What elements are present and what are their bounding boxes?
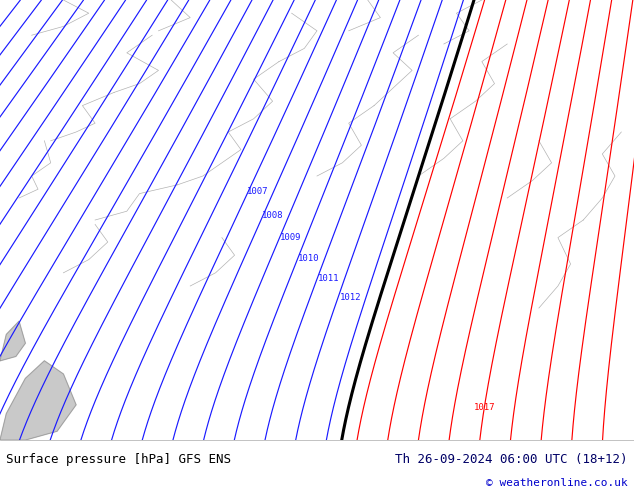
- Text: 1010: 1010: [298, 254, 320, 263]
- Text: 1007: 1007: [247, 187, 268, 196]
- Text: 1012: 1012: [340, 293, 361, 301]
- Text: © weatheronline.co.uk: © weatheronline.co.uk: [486, 477, 628, 488]
- Text: Surface pressure [hPa] GFS ENS: Surface pressure [hPa] GFS ENS: [6, 452, 231, 466]
- Text: 1017: 1017: [474, 402, 495, 412]
- Polygon shape: [0, 321, 25, 361]
- Text: 1009: 1009: [280, 233, 301, 242]
- Text: 1011: 1011: [318, 273, 340, 283]
- Text: 1008: 1008: [262, 211, 283, 220]
- Polygon shape: [0, 361, 76, 440]
- Text: Th 26-09-2024 06:00 UTC (18+12): Th 26-09-2024 06:00 UTC (18+12): [395, 452, 628, 466]
